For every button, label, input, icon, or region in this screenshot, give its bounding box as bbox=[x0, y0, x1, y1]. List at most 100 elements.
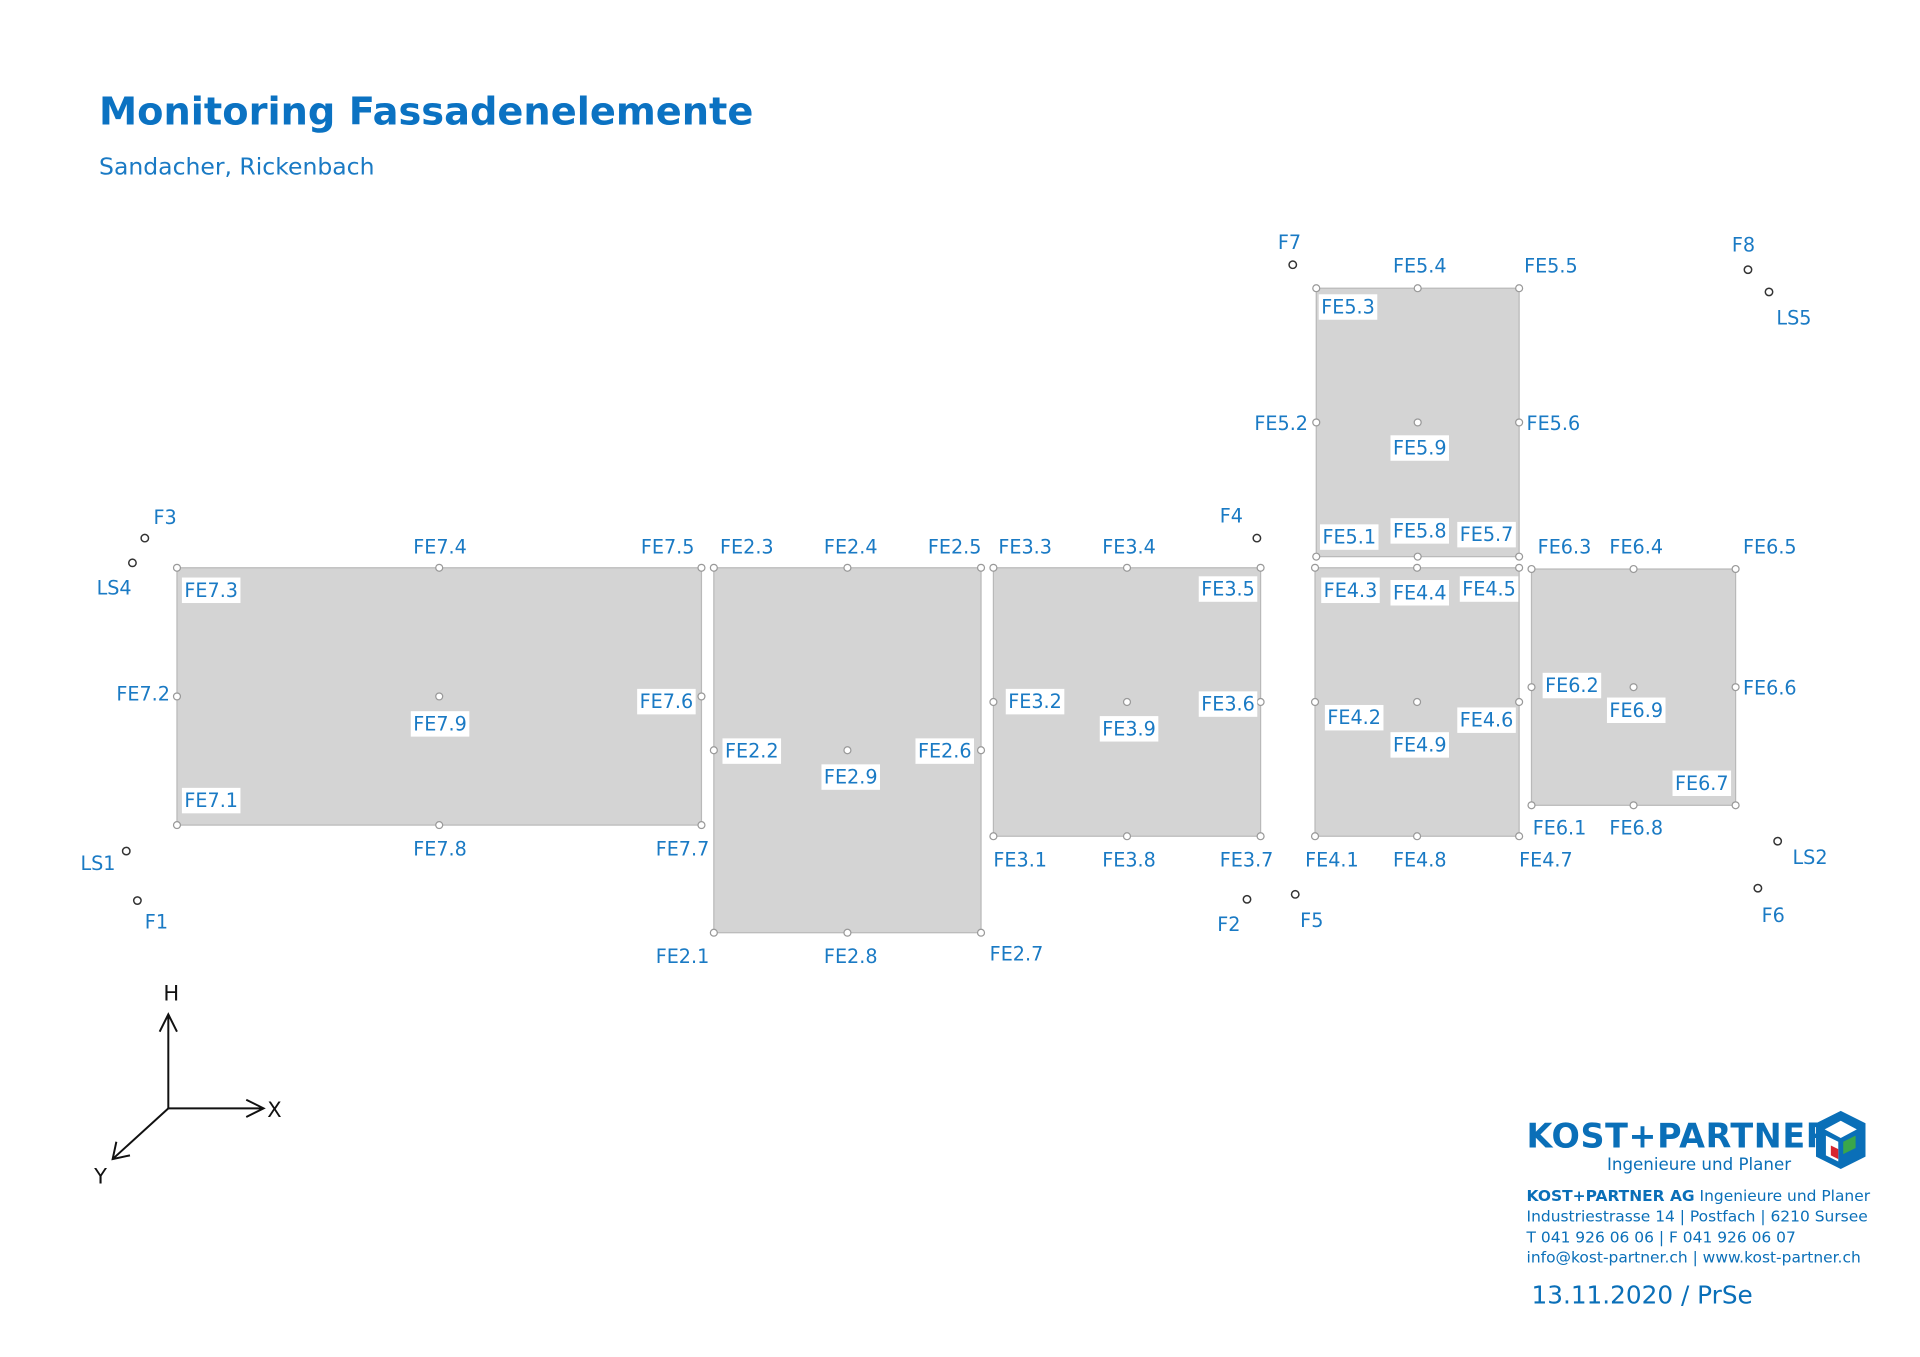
point-marker bbox=[1256, 563, 1265, 572]
point-marker bbox=[1413, 418, 1422, 427]
axis-label: Y bbox=[93, 1164, 107, 1189]
point-label: FE6.5 bbox=[1743, 535, 1797, 558]
fixed-points bbox=[121, 260, 1783, 905]
fixed-point bbox=[1252, 533, 1262, 543]
label-background bbox=[1198, 576, 1258, 602]
label-background bbox=[1390, 580, 1450, 606]
point-label: FE2.3 bbox=[720, 535, 774, 558]
point-label: FE3.7 bbox=[1220, 848, 1274, 871]
logo-brand: KOST+PARTNER bbox=[1527, 1117, 1833, 1156]
point-label: FE2.6 bbox=[918, 740, 972, 763]
point-marker bbox=[1527, 683, 1536, 692]
contact-phone: T 041 926 06 06 | F 041 926 06 07 bbox=[1526, 1229, 1796, 1247]
labels: FE7.1 FE7.2 FE7.3 FE7.4 FE7.5 FE7.6 FE7.… bbox=[80, 231, 1827, 968]
point-label: FE2.2 bbox=[725, 740, 779, 763]
point-label: FE2.5 bbox=[928, 535, 982, 558]
fixed-point-label: F8 bbox=[1732, 234, 1755, 257]
point-marker bbox=[709, 746, 718, 755]
point-marker bbox=[1312, 284, 1321, 293]
point-marker bbox=[1629, 801, 1638, 810]
fixed-point bbox=[1753, 883, 1763, 893]
point-marker bbox=[697, 563, 706, 572]
point-marker bbox=[1122, 563, 1132, 572]
label-background bbox=[1457, 521, 1516, 548]
point-label: FE2.1 bbox=[656, 945, 710, 968]
point-marker bbox=[697, 821, 706, 830]
point-label: FE6.3 bbox=[1538, 535, 1592, 558]
point-marker bbox=[1515, 418, 1524, 427]
label-background bbox=[1390, 435, 1450, 461]
ls-point bbox=[121, 846, 131, 856]
fixed-point-label: F3 bbox=[153, 506, 176, 529]
point-marker bbox=[435, 563, 444, 572]
point-label: FE2.7 bbox=[990, 942, 1044, 965]
label-background bbox=[915, 738, 975, 764]
point-marker bbox=[1515, 697, 1524, 707]
company-rest: Ingenieure und Planer bbox=[1700, 1187, 1871, 1205]
title: Monitoring Fassadenelemente bbox=[99, 89, 753, 134]
point-marker bbox=[989, 563, 998, 572]
point-label: FE6.7 bbox=[1675, 772, 1729, 795]
point-marker bbox=[976, 563, 986, 572]
point-label: FE4.2 bbox=[1327, 706, 1381, 729]
point-label: FE5.7 bbox=[1460, 523, 1514, 546]
point-label: FE7.3 bbox=[184, 579, 238, 602]
logo-tagline: Ingenieure und Planer bbox=[1607, 1155, 1791, 1174]
point-label: FE5.8 bbox=[1393, 519, 1447, 542]
fixed-point-label: F2 bbox=[1217, 913, 1240, 936]
point-marker bbox=[172, 563, 182, 572]
point-label: FE6.2 bbox=[1545, 674, 1599, 697]
point-marker bbox=[1527, 801, 1536, 810]
ls-point-label: LS5 bbox=[1776, 307, 1811, 330]
point-marker bbox=[1122, 697, 1132, 707]
point-marker bbox=[843, 928, 852, 937]
point-marker bbox=[1312, 552, 1321, 561]
point-marker bbox=[989, 697, 998, 707]
fixed-point bbox=[1743, 265, 1753, 275]
label-background bbox=[1457, 707, 1516, 733]
point-marker bbox=[976, 746, 986, 755]
point-label: FE7.9 bbox=[413, 712, 467, 735]
point-label: FE6.9 bbox=[1609, 699, 1663, 722]
point-label: FE5.6 bbox=[1527, 412, 1581, 435]
point-marker bbox=[1256, 832, 1265, 841]
logo-icon bbox=[1816, 1110, 1866, 1169]
point-label: FE5.1 bbox=[1322, 526, 1376, 549]
point-marker bbox=[697, 692, 706, 701]
point-label: FE2.9 bbox=[824, 766, 878, 789]
point-label: FE3.8 bbox=[1102, 848, 1156, 871]
point-label: FE3.1 bbox=[993, 848, 1047, 871]
label-background bbox=[1099, 716, 1159, 742]
label-background bbox=[1542, 672, 1602, 699]
point-label: FE4.7 bbox=[1519, 848, 1573, 871]
point-marker bbox=[1515, 552, 1524, 561]
point-label: FE5.5 bbox=[1524, 255, 1578, 278]
label-background bbox=[1198, 691, 1258, 717]
point-marker bbox=[1527, 564, 1536, 574]
company: KOST+PARTNER AG bbox=[1527, 1187, 1695, 1205]
label-background bbox=[1390, 732, 1450, 758]
point-marker bbox=[1731, 683, 1740, 692]
point-label: FE7.5 bbox=[641, 535, 695, 558]
date: 13.11.2020 / PrSe bbox=[1531, 1280, 1752, 1309]
point-label: FE2.4 bbox=[824, 535, 878, 558]
axis-label: X bbox=[267, 1097, 281, 1122]
point-marker bbox=[1515, 832, 1524, 841]
point-marker bbox=[976, 928, 986, 937]
point-label: FE6.8 bbox=[1609, 816, 1663, 839]
point-marker bbox=[1629, 564, 1638, 574]
point-label: FE4.5 bbox=[1462, 578, 1516, 601]
point-marker bbox=[1413, 552, 1422, 561]
label-background bbox=[821, 764, 880, 790]
point-marker bbox=[1310, 832, 1320, 841]
axis-x bbox=[168, 1098, 266, 1118]
point-marker bbox=[1310, 697, 1320, 707]
label-background bbox=[637, 688, 696, 715]
point-label: FE7.1 bbox=[184, 789, 238, 812]
point-marker bbox=[1256, 697, 1265, 707]
contact-web: info@kost-partner.ch | www.kost-partner.… bbox=[1527, 1249, 1861, 1267]
point-label: FE3.5 bbox=[1201, 578, 1255, 601]
axis-label: H bbox=[163, 981, 179, 1006]
point-marker bbox=[435, 692, 444, 701]
